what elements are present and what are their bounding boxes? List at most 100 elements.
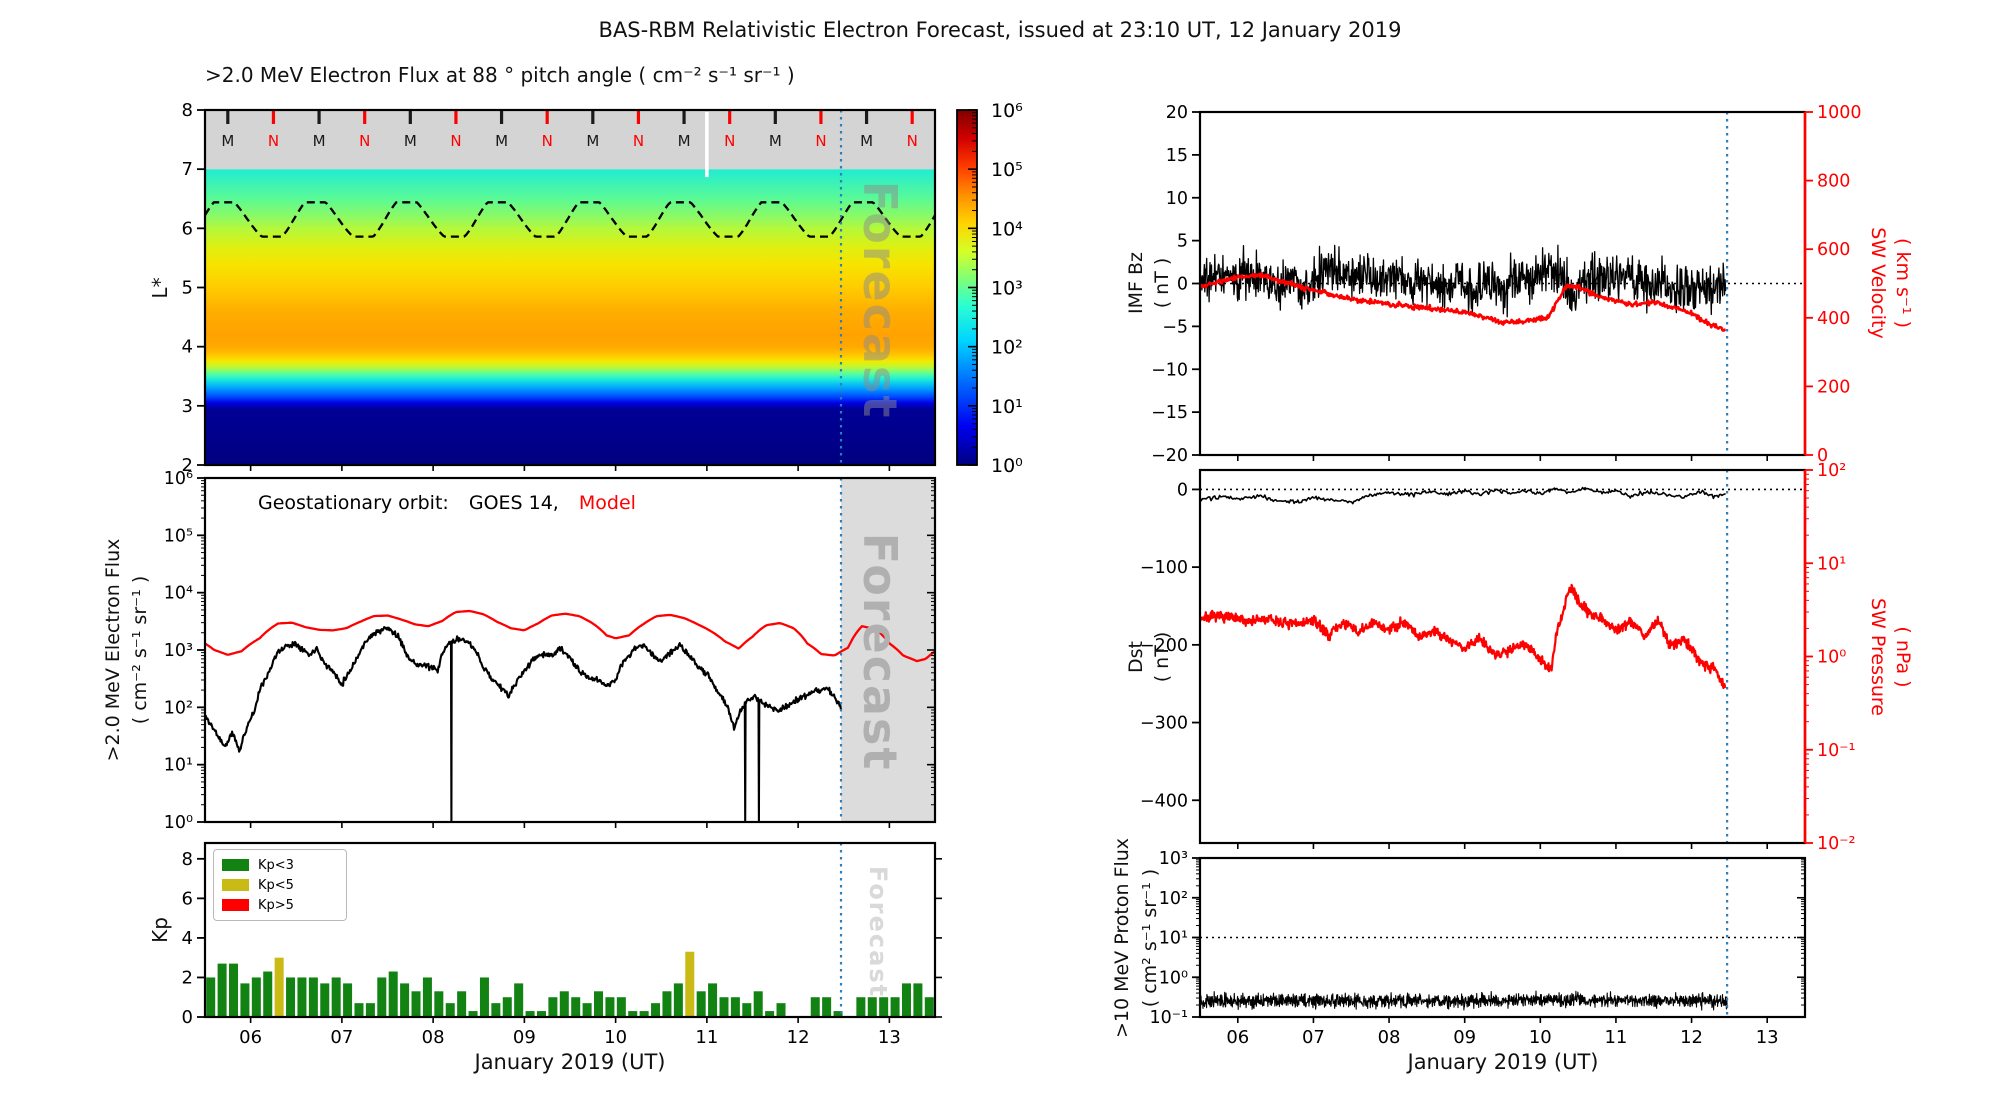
kp-yellow-label: Kp<5: [258, 877, 294, 893]
kp-bar: [297, 977, 307, 1017]
flux-legend-goes14: GOES 14,: [468, 492, 559, 514]
x-tick-label: 10: [1529, 1027, 1552, 1048]
mn-label: N: [724, 132, 735, 150]
kp-bar: [525, 1011, 535, 1017]
mn-band: [205, 110, 935, 170]
y-tick-label: 10⁴: [164, 584, 193, 604]
kp-bar: [890, 997, 900, 1017]
y-tick-label: 10⁰: [164, 813, 193, 833]
y-tick-label: 20: [1166, 103, 1188, 123]
y-tick-label: 0: [1177, 275, 1188, 295]
kp-bar: [901, 983, 911, 1017]
flux-legend: Geostationary orbit: GOES 14, Model: [258, 492, 650, 514]
kp-bar: [616, 997, 626, 1017]
x-tick-label: 06: [239, 1027, 262, 1048]
kp-bar: [639, 1011, 649, 1017]
y-tick-label: 15: [1166, 146, 1188, 166]
kp-bar: [502, 997, 512, 1017]
colorbar: 10⁰ 10¹ 10² 10³ 10⁴ 10⁵ 10⁶: [956, 100, 1023, 477]
kp-bar: [491, 1003, 501, 1017]
x-tick-label: 12: [787, 1027, 810, 1048]
colorbar-gradient: [957, 110, 977, 465]
geostationary-orbit-line: [204, 201, 937, 238]
colorbar-tick-label: 10⁵: [991, 159, 1023, 181]
kp-bar: [708, 983, 718, 1017]
y-tick-label-right: 10¹: [1817, 554, 1846, 574]
kp-bar: [628, 1011, 638, 1017]
kp-bar: [251, 977, 261, 1017]
flux-legend-model: Model: [578, 492, 636, 514]
kp-bar: [582, 1003, 592, 1017]
colorbar-tick-label: 10²: [991, 337, 1023, 359]
kp-bar: [742, 1003, 752, 1017]
mn-label: N: [907, 132, 918, 150]
kp-bar: [776, 1003, 786, 1017]
x-tick-label: 09: [513, 1027, 536, 1048]
kp-bar: [730, 997, 740, 1017]
proton-flux-ylabel-line1: >10 MeV Proton Flux: [1111, 837, 1133, 1039]
kp-bar: [673, 983, 683, 1017]
kp-bar: [536, 1011, 546, 1017]
kp-bar: [308, 977, 318, 1017]
kp-tick-label: 4: [182, 928, 193, 949]
kp-bar: [434, 991, 444, 1017]
y-tick-label-right: 1000: [1817, 103, 1862, 123]
x-tick-label: 13: [878, 1027, 901, 1048]
y-tick-label-right: 10⁰: [1817, 648, 1846, 668]
colorbar-tick-label: 10¹: [991, 396, 1023, 418]
mn-label: M: [586, 132, 599, 150]
dst-ylabel-line2: ( nT ): [1151, 631, 1173, 683]
kp-bar: [833, 1011, 843, 1017]
kp-bar: [468, 1011, 478, 1017]
mn-label: M: [313, 132, 326, 150]
xlabel-right: January 2019 (UT): [1407, 1050, 1599, 1074]
proton-flux-ylabel-line2: ( cm² s⁻¹ sr⁻¹ ): [1139, 868, 1161, 1008]
lstar-tick-label: 5: [182, 278, 193, 299]
y-tick-label: 5: [1177, 232, 1188, 252]
x-tick-label: 06: [1226, 1027, 1249, 1048]
kp-green-label: Kp<3: [258, 857, 294, 873]
kp-bar: [377, 977, 387, 1017]
y-tick-label-right: 10⁻¹: [1817, 741, 1856, 761]
heatmap-forecast-watermark: Forecast: [853, 180, 907, 420]
y-tick-label: 10³: [1159, 849, 1188, 869]
kp-tick-label: 0: [182, 1007, 193, 1028]
kp-tick-label: 2: [182, 967, 193, 988]
lstar-tick-label: 8: [182, 100, 193, 121]
x-tick-label: 11: [695, 1027, 718, 1048]
series-goes14: [204, 626, 843, 822]
xlabel-left: January 2019 (UT): [474, 1050, 666, 1074]
kp-tick-label: 8: [182, 849, 193, 870]
kp-bar: [263, 971, 273, 1017]
flux-legend-prefix: Geostationary orbit:: [258, 492, 449, 514]
kp-bar: [457, 991, 467, 1017]
kp-bar: [822, 997, 832, 1017]
heatmap-panel: M N M N M N M N M N M N M N M N 2 3 4 5 6 7 8: [182, 100, 937, 476]
dst-pressure-panel: 0 −100 −200 −300 −400 10² 10¹ 10⁰ 10⁻¹ 10⁻²: [1140, 461, 1856, 854]
lstar-tick-label: 3: [182, 396, 193, 417]
y-tick-label: −15: [1151, 403, 1188, 423]
heatmap-title: >2.0 MeV Electron Flux at 88 ° pitch ang…: [205, 63, 795, 87]
kp-red-swatch: [222, 899, 249, 911]
kp-bar: [229, 963, 239, 1017]
kp-bar: [422, 977, 432, 1017]
imf-bz-ylabel-line2: ( nT ): [1151, 257, 1173, 309]
kp-bar: [924, 997, 934, 1017]
y-tick-label: 10: [1166, 189, 1188, 209]
kp-green-swatch: [222, 859, 249, 871]
mn-label: N: [815, 132, 826, 150]
kp-bar: [343, 983, 353, 1017]
mn-label: M: [221, 132, 234, 150]
kp-red-label: Kp>5: [258, 897, 294, 913]
lstar-tick-label: 4: [182, 337, 193, 358]
kp-tick-label: 6: [182, 888, 193, 909]
kp-bar: [571, 997, 581, 1017]
kp-bar: [867, 997, 877, 1017]
y-tick-label: 10¹: [164, 756, 193, 776]
kp-bar: [685, 951, 695, 1017]
kp-bar: [559, 991, 569, 1017]
mn-label: M: [495, 132, 508, 150]
y-tick-label: 10²: [1159, 889, 1188, 909]
mn-label: M: [678, 132, 691, 150]
kp-bar: [651, 1003, 661, 1017]
